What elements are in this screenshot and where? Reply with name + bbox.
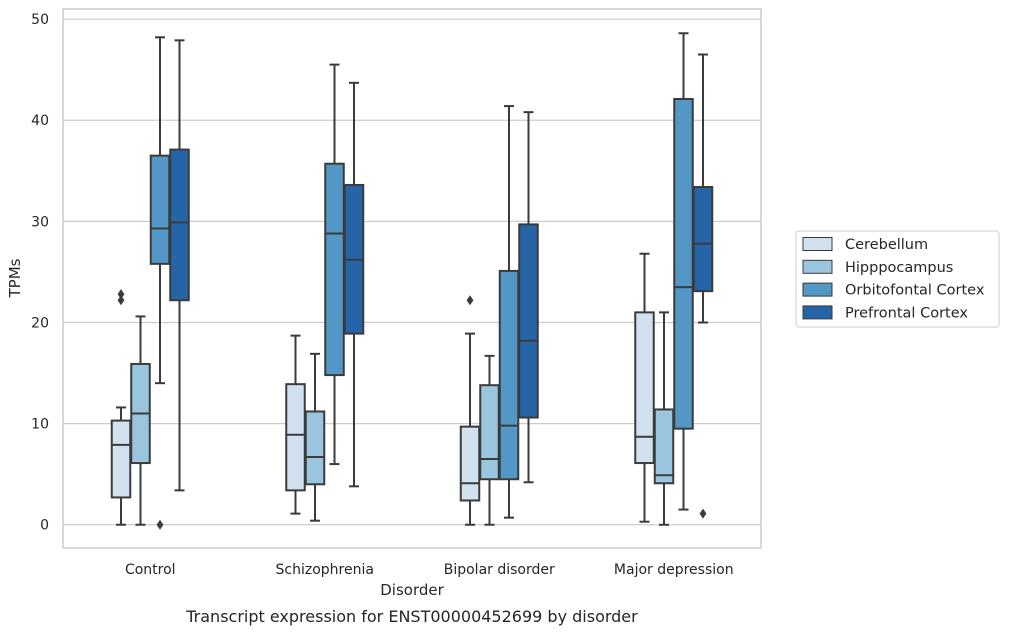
x-tick-label: Bipolar disorder [444, 562, 555, 578]
y-axis-label: TPMs [6, 258, 24, 298]
box-group [110, 289, 132, 526]
y-tick-label: 20 [31, 315, 49, 331]
box-group [653, 311, 675, 526]
box-group [634, 252, 655, 523]
legend-swatch [802, 282, 833, 297]
box [634, 311, 655, 465]
legend-label: Prefrontal Cortex [845, 305, 968, 321]
y-tick-label: 50 [31, 12, 49, 28]
box [304, 410, 326, 486]
legend-swatch [802, 237, 833, 251]
box [518, 223, 539, 419]
plot-frame [62, 8, 762, 549]
legend-swatch [802, 259, 833, 274]
box [673, 98, 694, 430]
box-group [285, 334, 306, 515]
x-tick-label: Schizophrenia [276, 562, 374, 578]
legend: Cerebellum Hipppocampus Orbitofontal Corte… [795, 230, 1000, 328]
box-group [498, 105, 520, 519]
x-axis-label: Disorder [380, 581, 444, 599]
box-group [518, 111, 539, 484]
outlier-point [466, 295, 474, 306]
y-tick-label: 10 [31, 417, 49, 433]
y-tick-label: 30 [31, 214, 49, 230]
box [498, 269, 520, 481]
box [692, 185, 714, 293]
x-tick-label: Major depression [614, 562, 734, 578]
legend-label: Cerebellum [845, 237, 928, 253]
y-tick-label: 0 [40, 518, 49, 534]
legend-swatch [802, 305, 833, 320]
outlier-point [699, 508, 707, 519]
box-group [169, 39, 190, 492]
box-group [459, 295, 481, 526]
outlier-point [117, 295, 125, 306]
box [169, 148, 190, 302]
x-tick-labels: Control Schizophrenia Bipolar disorder Majo… [125, 562, 734, 578]
box [479, 384, 500, 481]
box-groups [110, 32, 714, 530]
legend-label: Hipppocampus [845, 260, 953, 276]
box-group [692, 53, 714, 519]
y-tick-label: 40 [31, 113, 49, 129]
box [653, 408, 675, 485]
box-group [343, 81, 365, 488]
box-group [130, 315, 151, 526]
box [149, 154, 171, 265]
box [459, 425, 481, 502]
box-group [673, 32, 694, 511]
outlier-point [117, 289, 125, 300]
outlier-point [156, 519, 164, 530]
legend-frame [795, 230, 1000, 328]
box-group [479, 354, 500, 526]
box [324, 162, 345, 377]
box-group [149, 36, 171, 530]
y-tick-labels: 0 10 20 30 40 50 [31, 12, 49, 534]
box [285, 383, 306, 492]
legend-label: Orbitofontal Cortex [845, 283, 985, 299]
box-group [324, 63, 345, 466]
box [110, 419, 132, 499]
box-group [304, 352, 326, 522]
chart-caption: Transcript expression for ENST0000045269… [185, 607, 638, 626]
x-tick-label: Control [125, 562, 176, 578]
